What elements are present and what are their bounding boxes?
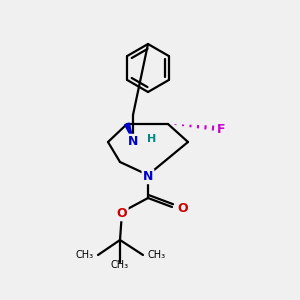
Text: O: O xyxy=(177,202,188,215)
Text: CH₃: CH₃ xyxy=(111,260,129,270)
Text: CH₃: CH₃ xyxy=(147,250,165,260)
Text: O: O xyxy=(117,207,127,220)
Text: F: F xyxy=(217,123,226,136)
Text: CH₃: CH₃ xyxy=(76,250,94,260)
Text: N: N xyxy=(128,135,138,148)
Polygon shape xyxy=(125,123,133,140)
Text: H: H xyxy=(147,134,156,144)
Text: N: N xyxy=(143,170,153,183)
